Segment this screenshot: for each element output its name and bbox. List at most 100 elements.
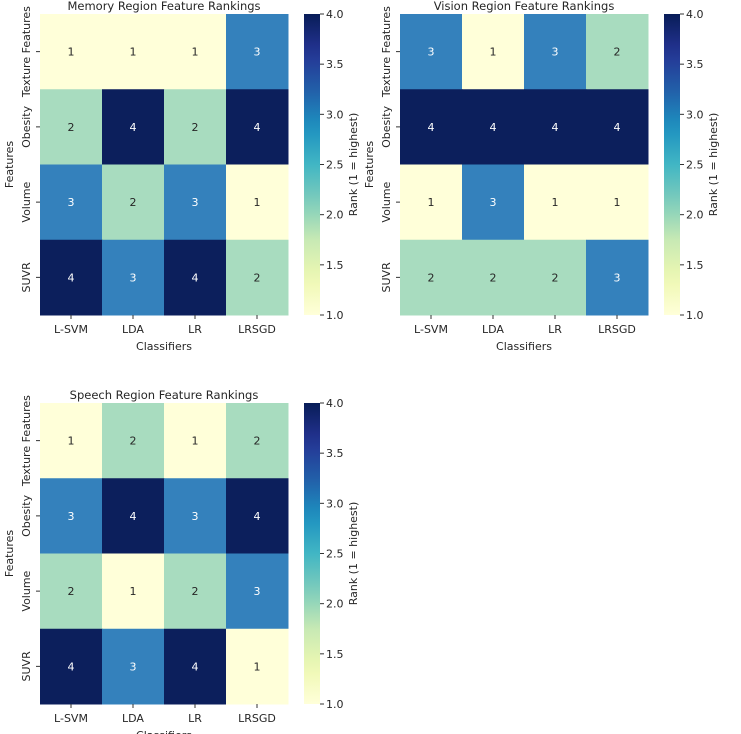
cell-value-label: 4 bbox=[130, 121, 137, 134]
cell-value-label: 4 bbox=[552, 121, 559, 134]
heatmap-cell bbox=[226, 553, 289, 630]
x-axis-label: Classifiers bbox=[136, 729, 192, 734]
colorbar-tick-label: 2.0 bbox=[326, 598, 344, 611]
heatmap-cell bbox=[102, 403, 165, 479]
colorbar-tick-label: 1.5 bbox=[686, 259, 704, 272]
y-tick-label: Obesity bbox=[20, 494, 33, 537]
cell-value-label: 4 bbox=[192, 271, 199, 284]
x-tick-label: LR bbox=[188, 712, 202, 725]
cell-value-label: 1 bbox=[192, 46, 199, 59]
y-tick-label: SUVR bbox=[20, 651, 33, 682]
cell-value-label: 2 bbox=[428, 271, 435, 284]
cell-value-label: 3 bbox=[428, 46, 435, 59]
heatmap-cell bbox=[586, 89, 649, 165]
heatmap-panel-2: Speech Region Feature Rankings 1 2 1 2 3 4 3 4 2 1… bbox=[3, 388, 360, 734]
x-tick-label: LDA bbox=[122, 323, 144, 336]
x-tick-label: LR bbox=[548, 323, 562, 336]
y-axis-label: Features bbox=[363, 141, 376, 189]
heatmap-cell bbox=[462, 14, 525, 90]
heatmap-cell bbox=[164, 239, 227, 316]
heatmap-cell bbox=[400, 14, 463, 90]
cell-value-label: 1 bbox=[490, 46, 497, 59]
colorbar-tick-label: 2.5 bbox=[686, 159, 704, 172]
heatmap-cell bbox=[226, 239, 289, 316]
cell-value-label: 1 bbox=[552, 196, 559, 209]
cell-value-label: 4 bbox=[130, 510, 137, 523]
x-tick-label: L-SVM bbox=[54, 712, 88, 725]
colorbar-label: Rank (1 = highest) bbox=[347, 502, 360, 606]
cell-value-label: 4 bbox=[254, 121, 261, 134]
cell-value-label: 1 bbox=[254, 196, 261, 209]
colorbar-tick-label: 2.0 bbox=[326, 209, 344, 222]
y-axis-label: Features bbox=[3, 141, 16, 189]
chart-title: Vision Region Feature Rankings bbox=[434, 0, 615, 13]
cell-value-label: 3 bbox=[192, 510, 199, 523]
cell-value-label: 1 bbox=[68, 46, 75, 59]
heatmap-cell bbox=[164, 403, 227, 479]
colorbar-tick-label: 3.0 bbox=[326, 108, 344, 121]
cell-value-label: 3 bbox=[254, 46, 261, 59]
heatmap-cell bbox=[102, 89, 165, 165]
heatmap-cell bbox=[40, 89, 103, 165]
cell-value-label: 2 bbox=[68, 121, 75, 134]
y-tick-label: Texture Features bbox=[380, 6, 393, 98]
heatmap-cell bbox=[40, 239, 103, 316]
heatmap-cell bbox=[586, 164, 649, 241]
heatmap-cell bbox=[102, 14, 165, 90]
cell-value-label: 2 bbox=[130, 435, 137, 448]
heatmap-panel-0: Memory Region Feature Rankings 1 1 1 3 2 4 2 4 3 2… bbox=[3, 0, 360, 353]
cell-value-label: 4 bbox=[614, 121, 621, 134]
heatmap-cell bbox=[40, 553, 103, 630]
cell-value-label: 4 bbox=[68, 660, 75, 673]
colorbar-label: Rank (1 = highest) bbox=[347, 113, 360, 217]
chart-title: Speech Region Feature Rankings bbox=[70, 388, 259, 402]
colorbar-tick-label: 3.5 bbox=[326, 58, 344, 71]
cell-value-label: 4 bbox=[490, 121, 497, 134]
y-tick-label: Obesity bbox=[20, 105, 33, 148]
heatmap-cell bbox=[400, 164, 463, 241]
colorbar-tick-label: 1.5 bbox=[326, 648, 344, 661]
cell-value-label: 4 bbox=[254, 510, 261, 523]
heatmap-cell bbox=[524, 239, 587, 316]
heatmap-cell bbox=[102, 553, 165, 630]
cell-value-label: 2 bbox=[552, 271, 559, 284]
colorbar-tick-label: 1.5 bbox=[326, 259, 344, 272]
heatmap-cell bbox=[400, 89, 463, 165]
cell-value-label: 1 bbox=[68, 435, 75, 448]
cell-value-label: 3 bbox=[490, 196, 497, 209]
colorbar-tick-label: 4.0 bbox=[326, 397, 344, 410]
cell-value-label: 3 bbox=[254, 585, 261, 598]
heatmap-cell bbox=[226, 14, 289, 90]
heatmap-cell bbox=[462, 89, 525, 165]
heatmap-cell bbox=[40, 164, 103, 241]
x-axis-label: Classifiers bbox=[496, 340, 552, 353]
x-tick-label: LDA bbox=[482, 323, 504, 336]
cell-value-label: 2 bbox=[254, 271, 261, 284]
heatmap-cell bbox=[102, 478, 165, 554]
y-tick-label: SUVR bbox=[380, 262, 393, 293]
heatmap-cell bbox=[226, 164, 289, 241]
heatmap-cell bbox=[586, 14, 649, 90]
y-tick-label: Volume bbox=[20, 570, 33, 611]
heatmap-cell bbox=[226, 89, 289, 165]
cell-value-label: 4 bbox=[192, 660, 199, 673]
heatmap-cell bbox=[102, 239, 165, 316]
heatmap-cell bbox=[102, 628, 165, 705]
heatmap-cell bbox=[102, 164, 165, 241]
cell-value-label: 2 bbox=[130, 196, 137, 209]
heatmap-panel-1: Vision Region Feature Rankings 3 1 3 2 4 4 4 4 1 3… bbox=[363, 0, 720, 353]
heatmap-cell bbox=[40, 628, 103, 705]
colorbar-tick-label: 3.0 bbox=[686, 108, 704, 121]
heatmap-cell bbox=[462, 239, 525, 316]
cell-value-label: 3 bbox=[192, 196, 199, 209]
colorbar-tick-label: 1.0 bbox=[686, 309, 704, 322]
y-axis-label: Features bbox=[3, 530, 16, 578]
y-tick-label: Volume bbox=[380, 181, 393, 222]
cell-value-label: 3 bbox=[614, 271, 621, 284]
cell-value-label: 2 bbox=[614, 46, 621, 59]
heatmap-cell bbox=[462, 164, 525, 241]
heatmap-cell bbox=[164, 14, 227, 90]
colorbar-tick-label: 3.5 bbox=[326, 447, 344, 460]
x-tick-label: LDA bbox=[122, 712, 144, 725]
